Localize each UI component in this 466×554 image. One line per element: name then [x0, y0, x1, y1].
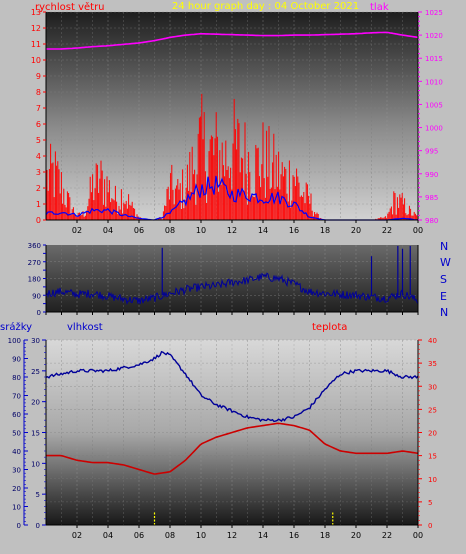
temperature-y-tick-label: 20: [428, 430, 437, 438]
temperature-y-tick-label: 30: [428, 383, 437, 391]
wind-x-tick-label: 08: [165, 226, 175, 235]
wind-y-tick-label: 6: [36, 120, 41, 129]
pressure-y-tick-label: 1015: [425, 55, 443, 63]
wind-x-tick-label: 20: [351, 226, 361, 235]
wind-direction-line: [45, 272, 419, 306]
rain-y-tick-label: 90: [12, 356, 21, 364]
direction-y-tick-label: 270: [28, 259, 41, 267]
pressure-y-tick-label: 1005: [425, 101, 443, 109]
direction-y-tick-label: 90: [32, 292, 41, 300]
wind-x-tick-label: 18: [320, 226, 330, 235]
pressure-y-tick-label: 995: [425, 148, 438, 156]
pressure-y-tick-label: 1010: [425, 78, 443, 86]
temperature-y-tick-label: 0: [428, 522, 432, 530]
compass-w: W: [440, 256, 451, 269]
temperature-y-tick-label: 25: [428, 406, 437, 414]
wind-y-tick-label: 12: [31, 24, 41, 33]
wind-x-tick-label: 00: [413, 226, 423, 235]
wind-y-tick-label: 2: [36, 184, 41, 193]
wind-label: rychlost větru: [35, 1, 105, 13]
humidity-x-tick-label: 08: [165, 531, 175, 540]
direction-y-tick-label: 0: [37, 309, 41, 317]
rain-y-tick-label: 0: [17, 522, 21, 530]
rain-y-tick-label: 70: [12, 393, 21, 401]
rain-y-tick-label: 10: [12, 504, 21, 512]
rain-humidity-temperature-panel: 0102030405060708090100051015202530051015…: [8, 337, 437, 540]
wind-x-tick-label: 04: [103, 226, 113, 235]
wind-pressure-panel: 0123456789101112139809859909951000100510…: [31, 8, 443, 235]
humidity-x-tick-label: 12: [227, 531, 237, 540]
pressure-y-tick-label: 1025: [425, 9, 443, 17]
wind-x-tick-label: 22: [382, 226, 392, 235]
wind-x-tick-label: 06: [134, 226, 144, 235]
wind-y-tick-label: 10: [31, 56, 41, 65]
temperature-y-tick-label: 10: [428, 476, 437, 484]
wind-y-tick-label: 13: [31, 8, 41, 17]
humidity-x-tick-label: 22: [382, 531, 392, 540]
wind-y-tick-label: 4: [36, 152, 41, 161]
wind-y-tick-label: 7: [36, 104, 41, 113]
pressure-y-tick-label: 1020: [425, 32, 443, 40]
humidity-x-tick-label: 10: [196, 531, 206, 540]
wind-y-tick-label: 1: [36, 200, 41, 209]
humidity-y-tick-label: 20: [31, 399, 40, 407]
humidity-y-tick-label: 0: [36, 522, 40, 530]
humidity-x-tick-label: 14: [258, 531, 268, 540]
wind-y-tick-label: 0: [36, 216, 41, 225]
wind-y-tick-label: 11: [31, 40, 41, 49]
pressure-y-tick-label: 990: [425, 171, 438, 179]
rain-y-tick-label: 80: [12, 374, 21, 382]
humidity-y-tick-label: 25: [31, 368, 40, 376]
wind-y-tick-label: 5: [36, 136, 41, 145]
rain-y-tick-label: 60: [12, 411, 21, 419]
humidity-x-tick-label: 16: [289, 531, 299, 540]
direction-y-tick-label: 360: [28, 242, 41, 250]
humidity-y-tick-label: 5: [36, 491, 40, 499]
compass-n-top: N: [440, 240, 448, 253]
humidity-x-tick-label: 00: [413, 531, 423, 540]
pressure-label: tlak: [370, 2, 389, 13]
pressure-line: [46, 31, 419, 50]
compass-e: E: [440, 290, 447, 303]
direction-y-tick-label: 180: [28, 276, 41, 284]
temperature-y-tick-label: 40: [428, 337, 437, 345]
temperature-y-tick-label: 5: [428, 499, 432, 507]
rain-label: srážky: [0, 321, 32, 333]
humidity-y-tick-label: 10: [31, 460, 40, 468]
pressure-y-tick-label: 1000: [425, 125, 443, 133]
humidity-x-tick-label: 18: [320, 531, 330, 540]
humidity-y-tick-label: 30: [31, 337, 40, 345]
rain-y-tick-label: 100: [8, 337, 21, 345]
humidity-y-tick-label: 15: [31, 430, 40, 438]
rain-y-tick-label: 20: [12, 485, 21, 493]
rain-y-tick-label: 50: [12, 430, 21, 438]
humidity-x-tick-label: 20: [351, 531, 361, 540]
temperature-y-tick-label: 35: [428, 360, 437, 368]
pressure-y-tick-label: 985: [425, 194, 438, 202]
wind-y-tick-label: 3: [36, 168, 41, 177]
rain-y-tick-label: 40: [12, 448, 21, 456]
wind-y-tick-label: 9: [36, 72, 41, 81]
temperature-y-tick-label: 15: [428, 453, 437, 461]
wind-x-tick-label: 10: [196, 226, 206, 235]
wind-y-tick-label: 8: [36, 88, 41, 97]
page-title: 24 hour graph day : 04 October 2021: [172, 1, 359, 12]
temperature-line: [46, 422, 419, 475]
pressure-y-tick-label: 980: [425, 217, 438, 225]
temperature-label: teplota: [312, 322, 347, 333]
wind-x-tick-label: 16: [289, 226, 299, 235]
compass-n-bottom: N: [440, 306, 448, 319]
wind-x-tick-label: 02: [72, 226, 82, 235]
humidity-line: [45, 350, 419, 423]
rain-y-tick-label: 30: [12, 467, 21, 475]
humidity-x-tick-label: 04: [103, 531, 113, 540]
wind-direction-panel: 0 90 180 270 360: [28, 242, 419, 317]
humidity-x-tick-label: 02: [72, 531, 82, 540]
compass-s: S: [440, 273, 447, 286]
humidity-label: vlhkost: [67, 322, 103, 333]
humidity-x-tick-label: 06: [134, 531, 144, 540]
wind-x-tick-label: 14: [258, 226, 268, 235]
wind-x-tick-label: 12: [227, 226, 237, 235]
